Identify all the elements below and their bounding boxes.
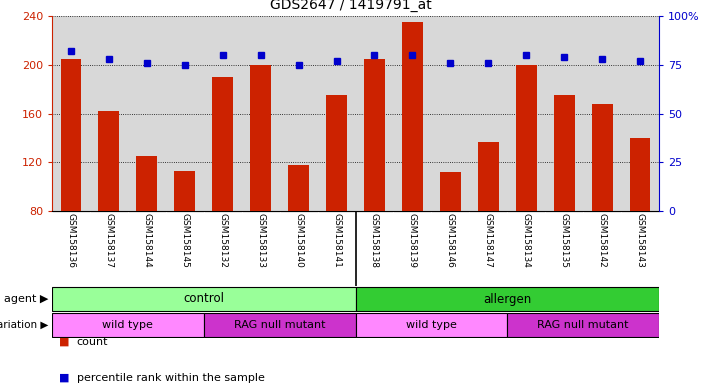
Bar xyxy=(212,77,233,211)
Bar xyxy=(326,95,347,211)
Text: GDS2647 / 1419791_at: GDS2647 / 1419791_at xyxy=(270,0,431,12)
Bar xyxy=(478,142,498,211)
Bar xyxy=(355,286,659,311)
Bar xyxy=(629,138,651,211)
Bar xyxy=(364,59,385,211)
Text: genotype/variation ▶: genotype/variation ▶ xyxy=(0,320,48,330)
Text: GSM158134: GSM158134 xyxy=(522,213,531,268)
Text: GSM158133: GSM158133 xyxy=(256,213,265,268)
Text: wild type: wild type xyxy=(406,320,457,330)
Text: GSM158132: GSM158132 xyxy=(218,213,227,268)
Bar xyxy=(204,313,355,338)
Text: GSM158147: GSM158147 xyxy=(484,213,493,268)
Bar xyxy=(440,172,461,211)
Text: GSM158139: GSM158139 xyxy=(408,213,417,268)
Bar xyxy=(402,22,423,211)
Text: RAG null mutant: RAG null mutant xyxy=(234,320,325,330)
Bar xyxy=(98,111,119,211)
Text: GSM158137: GSM158137 xyxy=(104,213,114,268)
Bar xyxy=(516,65,537,211)
Text: GSM158140: GSM158140 xyxy=(294,213,303,268)
Text: GSM158142: GSM158142 xyxy=(597,213,606,268)
Bar xyxy=(508,313,659,338)
Bar xyxy=(250,65,271,211)
Bar xyxy=(137,156,157,211)
Text: GSM158136: GSM158136 xyxy=(67,213,76,268)
Bar xyxy=(355,313,508,338)
Text: control: control xyxy=(183,293,224,306)
Bar xyxy=(592,104,613,211)
Bar xyxy=(52,313,204,338)
Bar xyxy=(554,95,575,211)
Text: GSM158145: GSM158145 xyxy=(180,213,189,268)
Text: GSM158138: GSM158138 xyxy=(370,213,379,268)
Text: GSM158144: GSM158144 xyxy=(142,213,151,268)
Text: ■: ■ xyxy=(59,337,69,347)
Text: wild type: wild type xyxy=(102,320,154,330)
Text: RAG null mutant: RAG null mutant xyxy=(538,320,629,330)
Bar xyxy=(60,59,81,211)
Bar xyxy=(175,171,195,211)
Text: GSM158141: GSM158141 xyxy=(332,213,341,268)
Bar xyxy=(52,286,355,311)
Text: ■: ■ xyxy=(59,373,69,383)
Text: GSM158135: GSM158135 xyxy=(559,213,569,268)
Bar xyxy=(288,165,309,211)
Text: allergen: allergen xyxy=(483,293,531,306)
Text: agent ▶: agent ▶ xyxy=(4,294,48,304)
Text: GSM158146: GSM158146 xyxy=(446,213,455,268)
Text: percentile rank within the sample: percentile rank within the sample xyxy=(76,373,264,383)
Text: GSM158143: GSM158143 xyxy=(636,213,644,268)
Text: count: count xyxy=(76,337,108,347)
